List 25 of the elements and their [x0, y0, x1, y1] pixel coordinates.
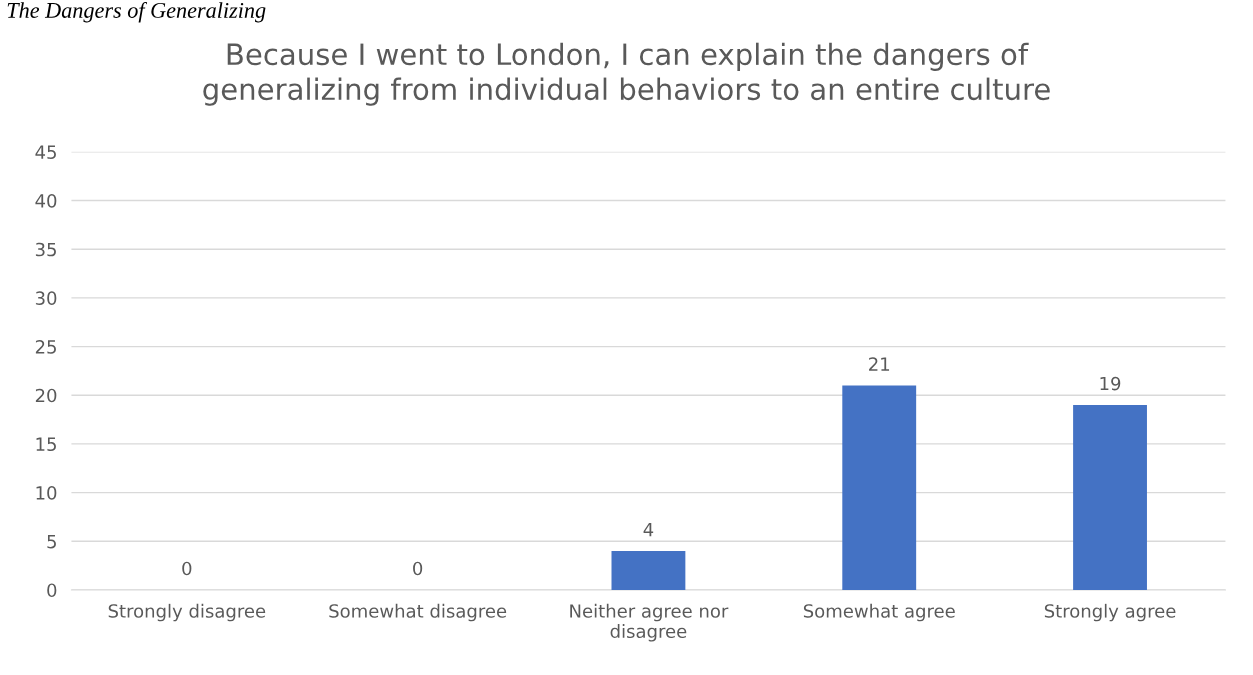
text: The Dangers of Generalizing	[7, 2, 266, 23]
bar	[611, 551, 686, 590]
y-tick-label: 5	[47, 534, 56, 549]
chart-title: Because I went to London, I can explain the dangers of generalizing from individual behaviors to an entire culture	[203, 42, 1050, 106]
data-label: 4	[643, 522, 654, 537]
x-tick-label: Strongly agree	[1044, 603, 1176, 622]
y-tick-label: 45	[35, 145, 56, 159]
x-tick-label: Neither agree nor disagree	[570, 603, 729, 642]
x-tick-label: Strongly disagree	[108, 603, 266, 622]
data-label: 0	[413, 561, 423, 576]
x-tick-label: Somewhat disagree	[329, 603, 507, 622]
data-label: 19	[1100, 376, 1121, 391]
y-tick-label: 15	[36, 437, 56, 452]
y-tick-label: 20	[35, 388, 57, 403]
y-tick-label: 25	[35, 340, 56, 354]
data-label: 21	[869, 357, 890, 371]
bar	[842, 385, 917, 590]
y-tick-label: 10	[36, 486, 57, 500]
data-label: 0	[182, 561, 192, 576]
y-tick-label: 30	[35, 291, 57, 306]
y-tick-label: 0	[47, 583, 57, 598]
bar	[1073, 404, 1147, 590]
y-tick-label: 35	[35, 242, 56, 257]
y-tick-label: 40	[35, 194, 57, 208]
x-tick-label: Somewhat agree	[803, 603, 955, 622]
